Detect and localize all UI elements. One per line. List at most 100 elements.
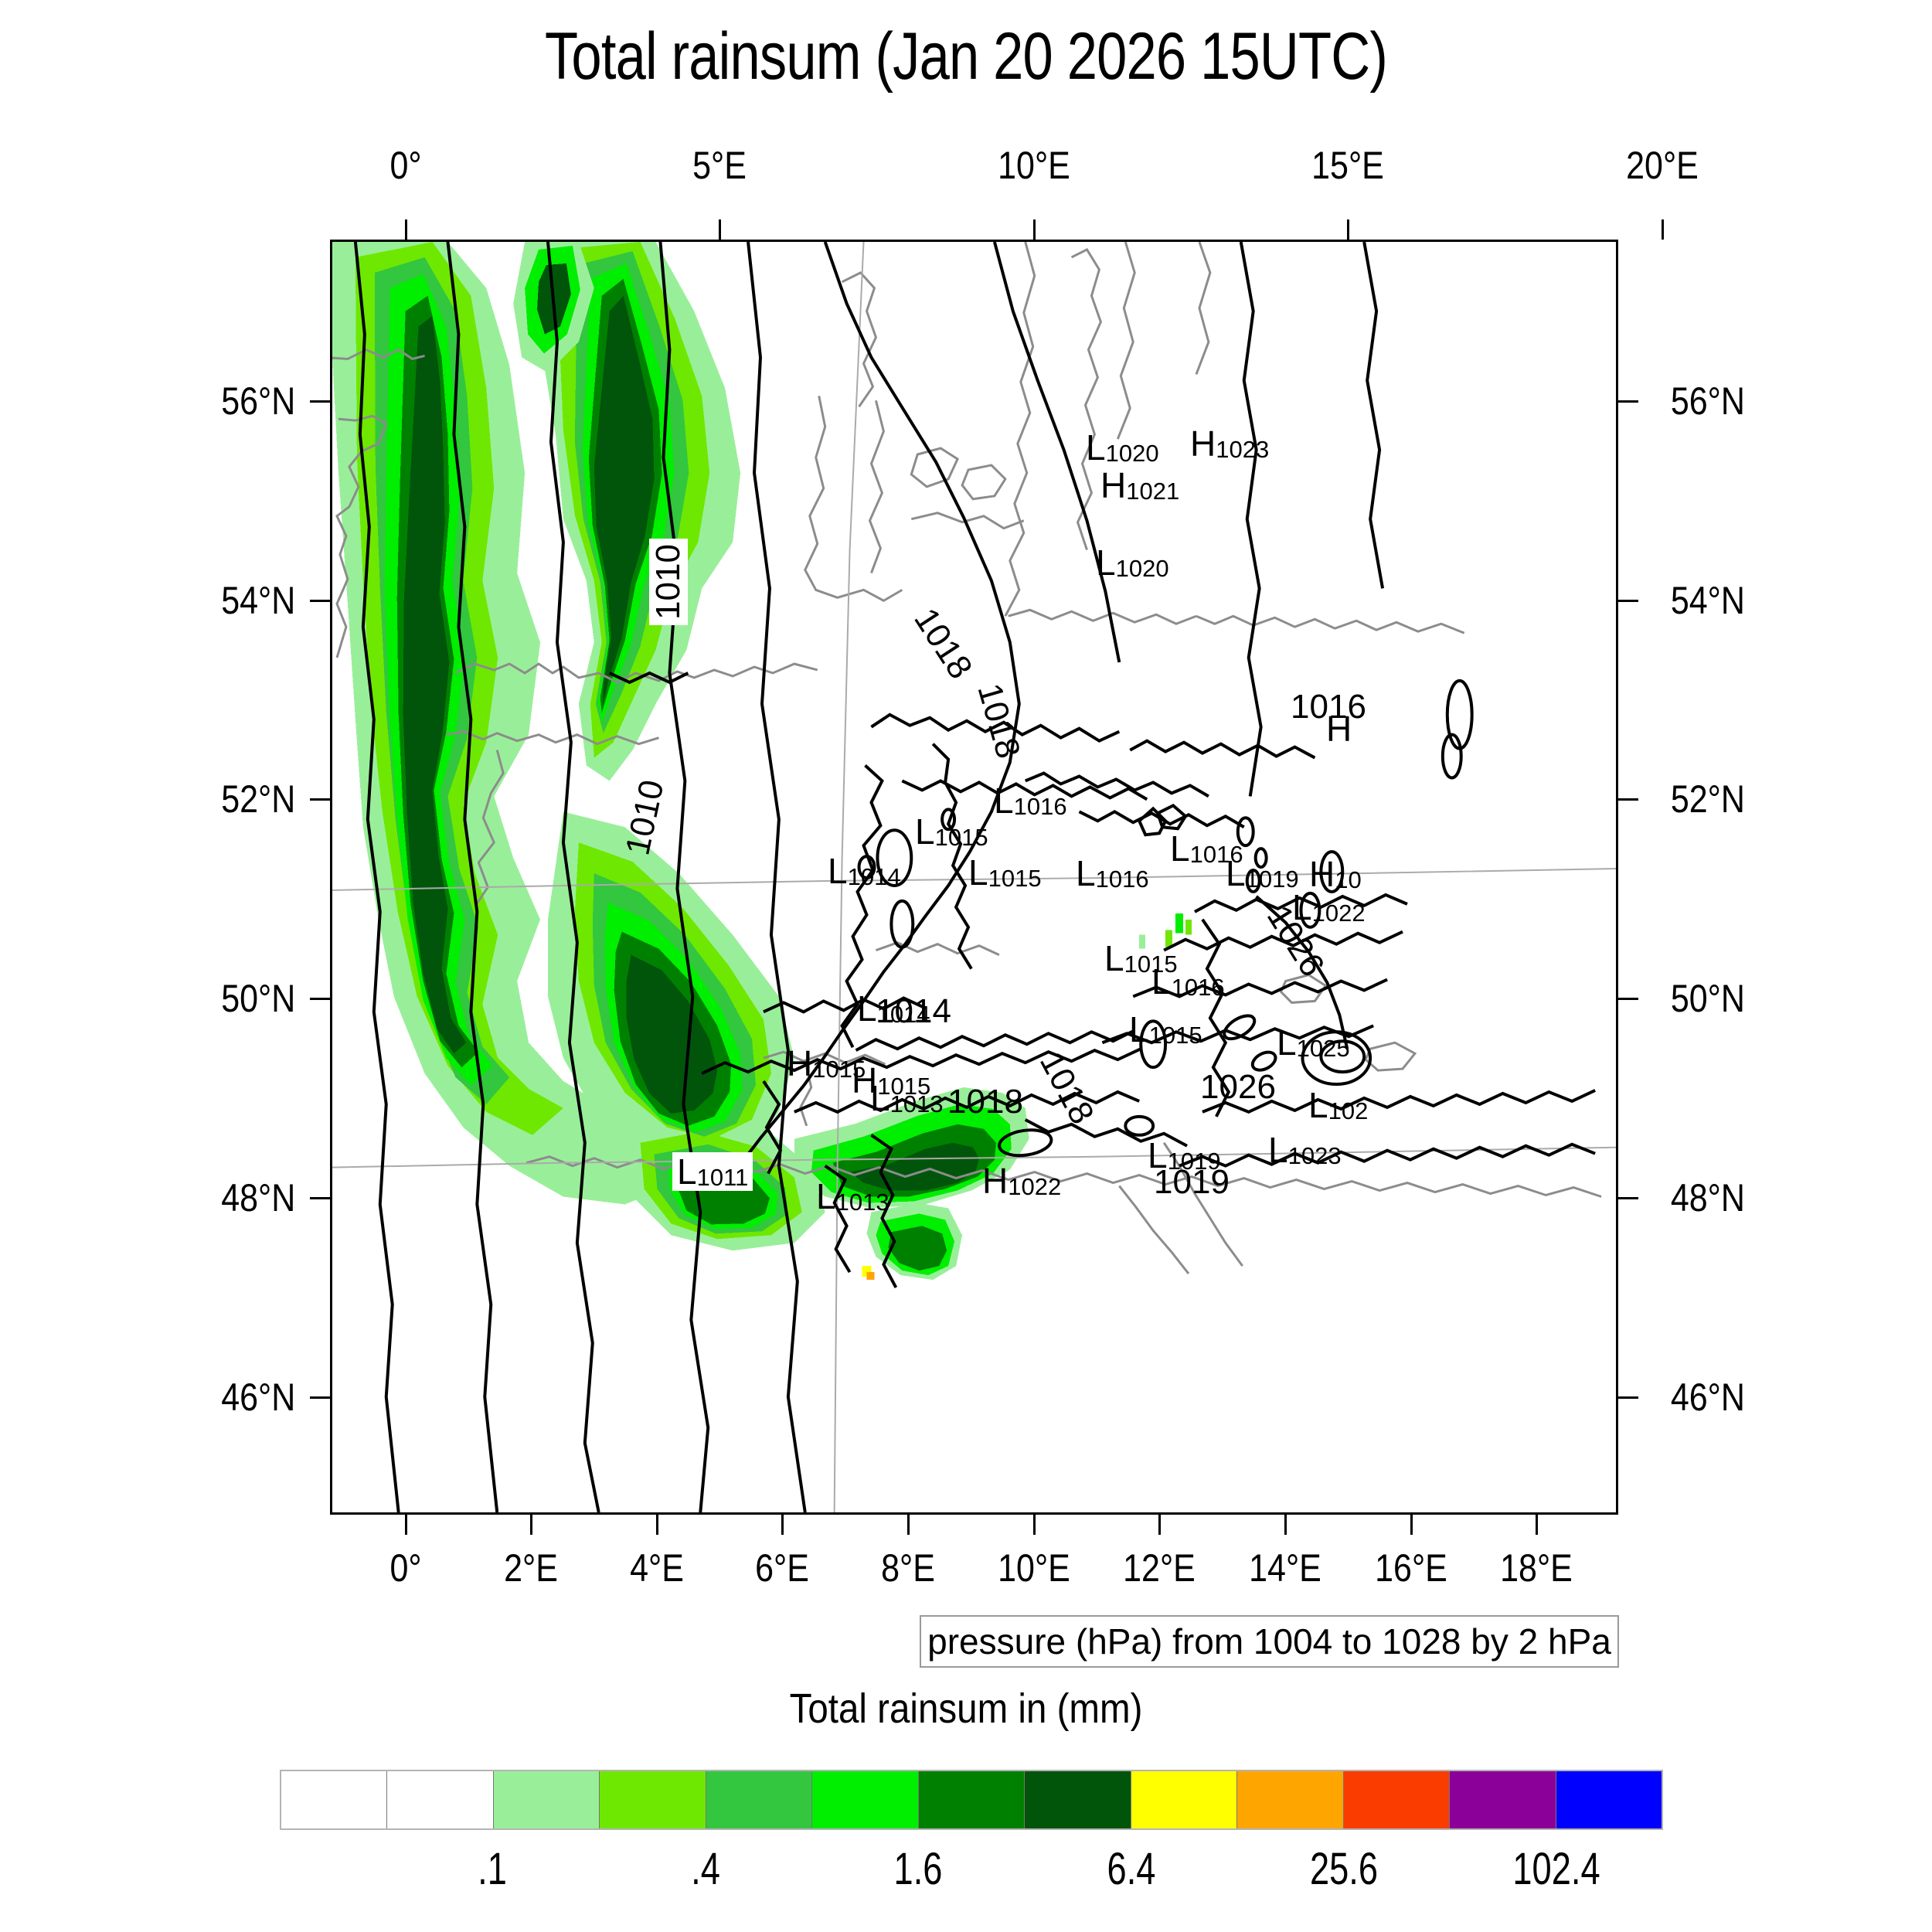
pressure-centre-value: 1022 (1008, 1173, 1062, 1200)
left-axis-label-4: 48°N (221, 1176, 296, 1220)
pressure-centre-l-9: L1016 (1076, 855, 1149, 891)
colorbar[interactable] (280, 1770, 1663, 1830)
pressure-centre-l-23: L1011 (672, 1152, 753, 1191)
top-axis-tick-1 (719, 219, 722, 240)
colorbar-segment-9[interactable] (1237, 1771, 1344, 1828)
pressure-centre-value: 1023 (1287, 1142, 1342, 1169)
bottom-axis-label-7: 14°E (1249, 1546, 1321, 1590)
coastlines (332, 242, 1602, 1275)
colorbar-segment-11[interactable] (1450, 1771, 1556, 1828)
pressure-centre-type: L (1268, 1130, 1288, 1170)
pressure-centre-value: 1015 (877, 1073, 931, 1100)
left-axis-tick-0 (310, 400, 330, 403)
colorbar-segment-10[interactable] (1343, 1771, 1451, 1828)
colorbar-segment-0[interactable] (281, 1771, 388, 1828)
top-axis-label-1: 5°E (692, 144, 747, 187)
colorbar-segment-2[interactable] (493, 1771, 600, 1828)
contour-label-1010-0: 1010 (649, 539, 688, 625)
right-axis-tick-5 (1618, 1396, 1638, 1399)
pressure-centre-type: L (1277, 1022, 1297, 1063)
pressure-centre-type: L (816, 1176, 836, 1216)
pressure-centre-type: L (870, 1078, 890, 1118)
colorbar-segment-7[interactable] (1025, 1771, 1131, 1828)
pressure-centre-value: 1020 (1105, 440, 1159, 467)
colorbar-tick-1: .4 (690, 1844, 720, 1894)
pressure-centre-value: 1016 (1171, 974, 1225, 1001)
left-axis-tick-5 (310, 1396, 330, 1399)
pressure-centre-value: 1013 (889, 1090, 944, 1117)
pressure-centre-type: H (1309, 854, 1335, 894)
bottom-axis-tick-6 (1158, 1515, 1162, 1535)
pressure-centre-value: 1011 (696, 1164, 749, 1191)
bottom-axis-tick-2 (655, 1515, 658, 1535)
pressure-centre-l-16: L1015 (1129, 1012, 1202, 1047)
pressure-centre-value: 1016 (1013, 793, 1067, 820)
pressure-centre-value: 1015 (1148, 1022, 1202, 1049)
pressure-centre-value: 1019 (1167, 1148, 1221, 1175)
bottom-axis-label-9: 18°E (1500, 1546, 1573, 1590)
left-axis-tick-1 (310, 599, 330, 602)
pressure-contours (353, 242, 1596, 1512)
left-axis-label-0: 56°N (221, 379, 296, 423)
colorbar-segment-1[interactable] (387, 1771, 494, 1828)
pressure-centre-type: L (915, 811, 935, 852)
left-axis-tick-2 (310, 798, 330, 801)
right-axis-label-5: 46°N (1670, 1375, 1745, 1419)
bottom-axis-tick-0 (404, 1515, 407, 1535)
colorbar-segment-8[interactable] (1131, 1771, 1238, 1828)
contour-label-1016-10: 1016 (1291, 688, 1366, 726)
pressure-centre-value: 102 (1328, 1097, 1369, 1124)
top-axis-tick-3 (1347, 219, 1350, 240)
left-axis-label-1: 54°N (221, 578, 296, 622)
pressure-centre-l-10: L1016 (1170, 831, 1243, 866)
bottom-axis-label-1: 2°E (504, 1546, 559, 1590)
pressure-centre-value: 1022 (1311, 900, 1366, 927)
pressure-centre-value: 1015 (1124, 951, 1178, 978)
pressure-centre-value: 1020 (1115, 555, 1169, 582)
pressure-centre-type: L (828, 851, 848, 891)
map-canvas (332, 242, 1616, 1512)
colorbar-segment-6[interactable] (918, 1771, 1026, 1828)
colorbar-title: Total rainsum in (mm) (789, 1685, 1143, 1732)
page-title: Total rainsum (Jan 20 2026 15UTC) (544, 19, 1388, 94)
pressure-centre-l-3: L1020 (1096, 545, 1169, 580)
pressure-contour-legend: pressure (hPa) from 1004 to 1028 by 2 hP… (920, 1615, 1619, 1668)
bottom-axis-label-8: 16°E (1374, 1546, 1447, 1590)
pressure-centre-l-15: L1016 (1151, 964, 1225, 999)
pressure-centre-h-2: H1021 (1100, 468, 1179, 503)
top-axis-label-2: 10°E (997, 144, 1070, 187)
top-axis-tick-4 (1661, 219, 1664, 240)
pressure-centre-type: L (1104, 938, 1124, 978)
pressure-centre-type: L (1308, 1085, 1328, 1125)
colorbar-segment-3[interactable] (600, 1771, 706, 1828)
right-axis-tick-1 (1618, 599, 1638, 602)
bottom-axis-tick-5 (1032, 1515, 1036, 1535)
contour-label-1018-5: 1018 (947, 1083, 1023, 1121)
bottom-axis-tick-3 (781, 1515, 784, 1535)
bottom-axis-label-0: 0° (389, 1546, 422, 1590)
pressure-centre-value: 1014 (847, 863, 901, 890)
pressure-centre-l-24: L1019 (1148, 1138, 1221, 1173)
pressure-centre-value: 1015 (988, 865, 1042, 892)
map-plot-area[interactable]: L1020 H1023 H1021 L1020 H L1016 L1015 L1014 L101… (330, 240, 1618, 1515)
pressure-centre-l-14: L1015 (1104, 940, 1178, 976)
pressure-centre-type: L (1170, 828, 1190, 869)
colorbar-segment-4[interactable] (706, 1771, 813, 1828)
pressure-centre-value: 1015 (934, 824, 988, 851)
pressure-centre-h-1: H1023 (1190, 426, 1269, 461)
left-axis-label-2: 52°N (221, 777, 296, 821)
pressure-centre-type: H (1190, 423, 1216, 464)
pressure-centre-l-13: L1022 (1292, 889, 1366, 925)
pressure-centre-l-17: L1014 (857, 991, 930, 1026)
right-axis-label-1: 54°N (1670, 578, 1745, 622)
pressure-centre-l-5: L1016 (994, 783, 1067, 818)
pressure-centre-value: 1016 (1095, 866, 1149, 893)
pressure-centre-h-19: H1015 (787, 1046, 866, 1081)
colorbar-segment-12[interactable] (1556, 1771, 1662, 1828)
right-axis-label-2: 52°N (1670, 777, 1745, 821)
pressure-centre-l-6: L1015 (915, 814, 988, 849)
colorbar-segment-5[interactable] (812, 1771, 919, 1828)
bottom-axis-label-4: 8°E (881, 1546, 936, 1590)
top-axis-tick-0 (404, 219, 407, 240)
pressure-centre-type: H (852, 1060, 878, 1100)
